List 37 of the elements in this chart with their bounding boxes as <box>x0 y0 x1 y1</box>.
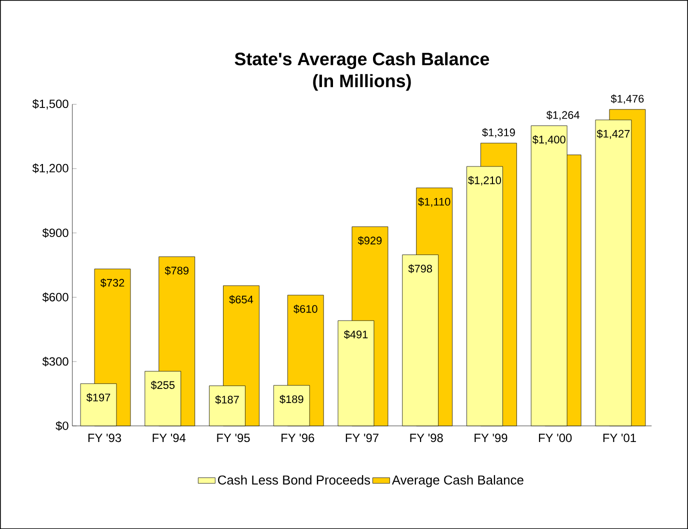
x-tick-label: FY '01 <box>603 434 636 442</box>
data-label: $255 <box>150 380 175 390</box>
data-label: $187 <box>215 395 239 404</box>
chart-title: State's Average Cash Balance <box>234 52 490 69</box>
x-tick-label: FY '94 <box>152 434 186 442</box>
data-label: $1,400 <box>532 135 566 145</box>
data-label: $732 <box>100 278 124 288</box>
data-label: $1,210 <box>468 176 502 186</box>
data-label: $610 <box>294 304 318 314</box>
x-tick-label: FY '00 <box>538 434 572 442</box>
legend-label: Cash Less Bond Proceeds <box>218 475 370 485</box>
data-label: $491 <box>344 330 368 339</box>
data-label: $929 <box>358 236 382 246</box>
chart-subtitle: (In Millions) <box>313 74 411 91</box>
y-tick-label: $0 <box>56 420 68 431</box>
data-label: $1,264 <box>546 110 580 120</box>
x-tick-label: FY '96 <box>282 434 314 442</box>
x-tick-label: FY '93 <box>88 434 122 442</box>
data-label: $189 <box>280 394 304 404</box>
y-tick-label: $1,500 <box>32 99 68 110</box>
y-tick-label: $600 <box>42 292 68 302</box>
x-tick-label: FY '99 <box>474 434 508 442</box>
data-label: $798 <box>408 264 432 274</box>
x-tick-label: FY '98 <box>410 434 443 442</box>
data-label: $1,476 <box>610 94 644 104</box>
legend-label: Average Cash Balance <box>392 475 524 488</box>
data-label: $197 <box>86 393 110 402</box>
y-tick-label: $900 <box>42 228 68 238</box>
data-label: $654 <box>229 295 254 304</box>
data-label: $1,427 <box>596 129 630 139</box>
y-tick-label: $1,200 <box>32 163 68 174</box>
data-label: $789 <box>164 266 189 276</box>
x-tick-label: FY '97 <box>346 434 378 442</box>
y-tick-label: $300 <box>42 356 68 366</box>
x-tick-label: FY '95 <box>217 434 250 442</box>
data-label: $1,319 <box>482 128 515 138</box>
data-label: $1,110 <box>418 197 450 207</box>
